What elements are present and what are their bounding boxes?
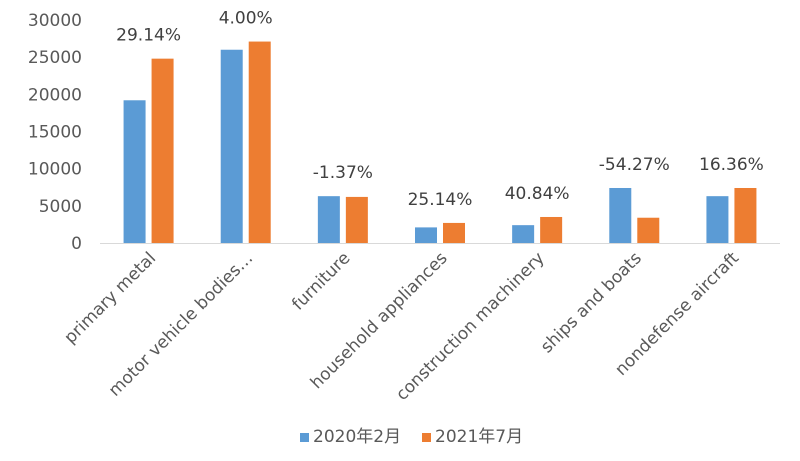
y-tick-label: 0 xyxy=(71,234,82,254)
y-tick-label: 30000 xyxy=(28,11,82,31)
bar xyxy=(248,41,271,243)
data-label: 40.84% xyxy=(505,184,570,204)
bar xyxy=(220,49,243,243)
y-tick-label: 10000 xyxy=(28,160,82,180)
x-tick-label: primary metal xyxy=(61,248,161,348)
bars xyxy=(123,41,757,243)
legend-swatch xyxy=(422,433,431,442)
bar xyxy=(637,217,660,243)
bar xyxy=(345,196,368,243)
legend-swatch xyxy=(300,433,309,442)
bar xyxy=(151,58,174,243)
bar xyxy=(540,216,563,243)
data-label: 25.14% xyxy=(408,190,473,210)
bar xyxy=(609,187,632,243)
data-label: -54.27% xyxy=(599,155,670,175)
data-label: 29.14% xyxy=(116,26,181,46)
legend-label: 2020年2月 xyxy=(313,427,401,447)
legend-label: 2021年7月 xyxy=(435,427,523,447)
data-label: -1.37% xyxy=(313,163,373,183)
bar xyxy=(512,225,535,243)
y-axis: 0 5000 10000 15000 20000 25000 30000 xyxy=(28,11,780,254)
y-tick-label: 15000 xyxy=(28,123,82,143)
legend: 2020年2月 2021年7月 xyxy=(300,427,523,447)
x-tick-label: furniture xyxy=(288,248,354,314)
bar xyxy=(734,187,757,243)
y-tick-label: 25000 xyxy=(28,48,82,68)
data-label: 16.36% xyxy=(699,155,764,175)
y-tick-label: 5000 xyxy=(39,197,82,217)
data-label: 4.00% xyxy=(219,9,273,29)
data-labels: 29.14% 4.00% -1.37% 25.14% 40.84% -54.27% 16.3… xyxy=(116,9,764,210)
bar xyxy=(706,196,729,243)
y-tick-label: 20000 xyxy=(28,85,82,105)
bar xyxy=(443,222,465,243)
bar xyxy=(415,227,437,243)
bar xyxy=(123,100,146,243)
x-tick-label: ships and boats xyxy=(537,248,646,357)
bar xyxy=(317,196,340,243)
